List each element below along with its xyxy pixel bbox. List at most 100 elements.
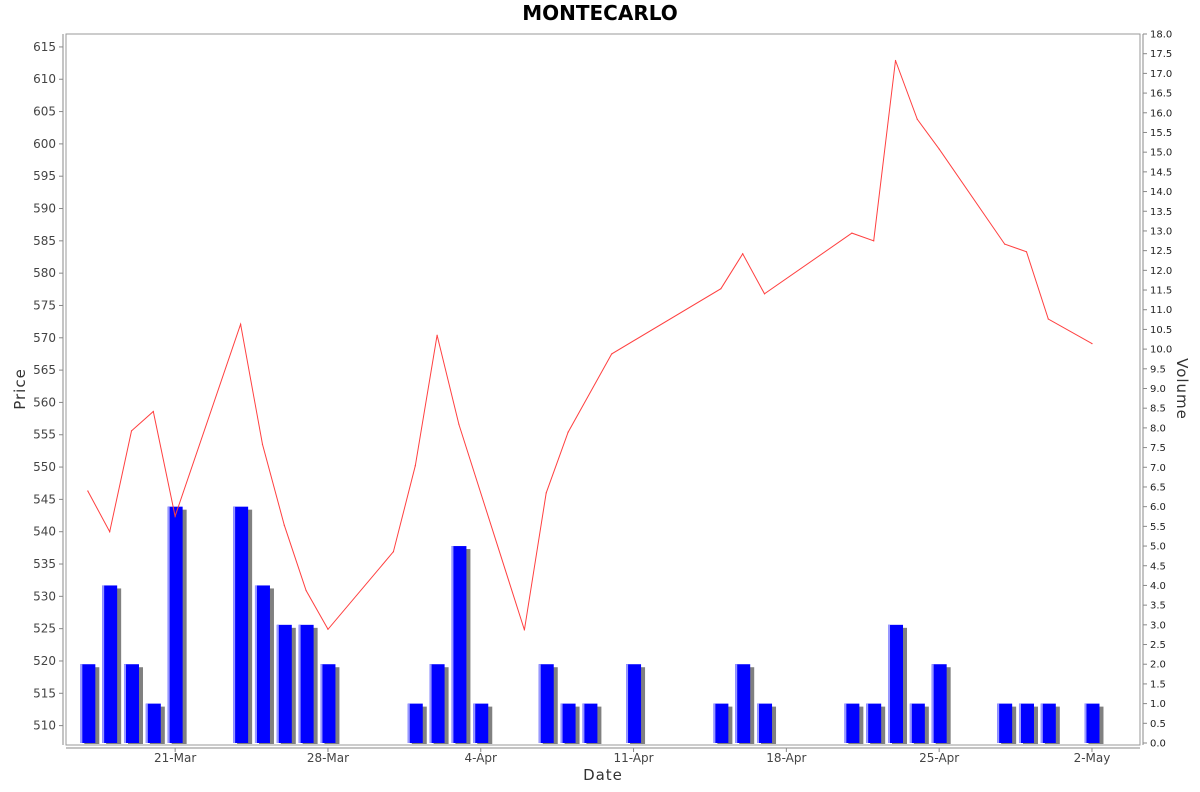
price-tick-label: 515 (33, 686, 56, 700)
price-point (283, 524, 285, 526)
price-point (261, 443, 264, 446)
volume-tick-label: 13.5 (1150, 207, 1172, 218)
volume-bar-fill (1018, 703, 1034, 743)
price-tick-label: 605 (33, 105, 56, 119)
volume-bar-highlight (626, 664, 629, 743)
price-point (458, 423, 460, 426)
volume-bar-fill (538, 664, 554, 743)
volume-bar-fill (1040, 703, 1056, 743)
volume-bar (1018, 703, 1038, 744)
y-axis-label: Price (11, 368, 29, 410)
price-point (742, 253, 744, 255)
price-line (87, 60, 1093, 631)
volume-bar-fill (997, 703, 1013, 743)
right-axis: 0.0 0.5 1.0 1.5 2.0 2.5 3.0 3.5 4.0 4.5 5.0 5.5 6.0 6… (1142, 30, 1172, 750)
volume-tick-label: 0.0 (1150, 739, 1166, 750)
volume-tick-label: 3.5 (1150, 601, 1166, 612)
volume-bar (560, 703, 580, 744)
price-tick-label: 545 (33, 492, 56, 506)
volume-bar-highlight (888, 624, 891, 743)
volume-bar-highlight (931, 664, 934, 743)
date-tick-label: 18-Apr (766, 751, 806, 765)
volume-bar (626, 664, 646, 744)
price-tick-label: 585 (33, 234, 56, 248)
price-point (240, 323, 242, 325)
volume-tick-label: 4.5 (1150, 561, 1166, 572)
price-point (916, 118, 918, 120)
price-tick-label: 560 (33, 395, 56, 409)
volume-bar (451, 546, 471, 744)
volume-bar (1084, 703, 1104, 744)
volume-bar-highlight (713, 703, 716, 743)
volume-bar (320, 664, 340, 744)
volume-tick-label: 11.5 (1150, 286, 1172, 297)
volume-bar-fill (735, 664, 751, 743)
volume-tick-label: 15.5 (1150, 128, 1172, 139)
volume-tick-label: 13.0 (1150, 226, 1172, 237)
volume-bar-highlight (167, 506, 170, 743)
volume-bar-fill (167, 506, 183, 743)
price-point (327, 628, 329, 630)
volume-bar-fill (80, 664, 96, 743)
bottom-axis: 21-Mar 28-Mar 4-Apr 11-Apr 18-Apr 25-Apr 2-May (66, 747, 1140, 765)
volume-tick-label: 8.5 (1150, 404, 1166, 415)
price-point (87, 490, 89, 492)
volume-bar (844, 703, 864, 744)
volume-bar (123, 664, 143, 744)
volume-bar-highlight (233, 506, 236, 743)
volume-bar (233, 506, 253, 744)
volume-bar-fill (560, 703, 576, 743)
volume-bar (997, 703, 1017, 744)
price-point (1047, 318, 1049, 320)
volume-bar-highlight (866, 703, 869, 743)
volume-bar-highlight (1084, 703, 1087, 743)
volume-bar-fill (909, 703, 925, 743)
plot-frame (65, 33, 1141, 746)
volume-bar-fill (626, 664, 642, 743)
volume-bar-fill (233, 506, 249, 743)
price-tick-label: 550 (33, 460, 56, 474)
price-point (392, 551, 395, 553)
volume-bar-highlight (102, 585, 105, 743)
left-axis: 510 515 520 525 530 535 540 545 550 555 560 565 570 5… (33, 34, 64, 745)
price-point (1091, 343, 1093, 345)
volume-bar-highlight (735, 664, 738, 743)
volume-bar-highlight (560, 703, 563, 743)
volume-bar-highlight (145, 703, 148, 743)
volume-bar-fill (320, 664, 336, 743)
volume-bar (407, 703, 427, 744)
volume-bar-fill (123, 664, 139, 743)
volume-tick-label: 10.0 (1150, 345, 1172, 356)
volume-tick-label: 18.0 (1150, 30, 1172, 41)
price-point (763, 293, 766, 295)
volume-bar (254, 585, 274, 744)
volume-bar-highlight (429, 664, 432, 743)
volume-bar-highlight (538, 664, 541, 743)
volume-tick-label: 14.5 (1150, 167, 1172, 178)
volume-bar-highlight (407, 703, 410, 743)
volume-bar-highlight (123, 664, 126, 743)
volume-tick-label: 16.5 (1150, 89, 1172, 100)
price-tick-label: 540 (33, 525, 56, 539)
volume-tick-label: 0.5 (1150, 719, 1166, 730)
price-point (109, 531, 111, 533)
y2-axis-label: Volume (1173, 358, 1191, 420)
price-point (851, 232, 853, 234)
volume-bar-fill (451, 546, 467, 743)
volume-tick-label: 8.0 (1150, 423, 1166, 434)
volume-bar-highlight (80, 664, 83, 743)
price-tick-label: 565 (33, 363, 56, 377)
date-tick-label: 11-Apr (614, 751, 654, 765)
volume-bar (429, 664, 449, 744)
price-tick-label: 575 (33, 298, 56, 312)
volume-bar (473, 703, 493, 744)
volume-tick-label: 2.0 (1150, 660, 1166, 671)
volume-bar-highlight (473, 703, 476, 743)
volume-bar-highlight (1040, 703, 1043, 743)
volume-tick-label: 9.5 (1150, 364, 1166, 375)
volume-bar (888, 624, 908, 744)
date-tick-label: 28-Mar (307, 751, 349, 765)
price-point (894, 59, 897, 62)
price-tick-label: 615 (33, 40, 56, 54)
price-point (1025, 251, 1028, 253)
